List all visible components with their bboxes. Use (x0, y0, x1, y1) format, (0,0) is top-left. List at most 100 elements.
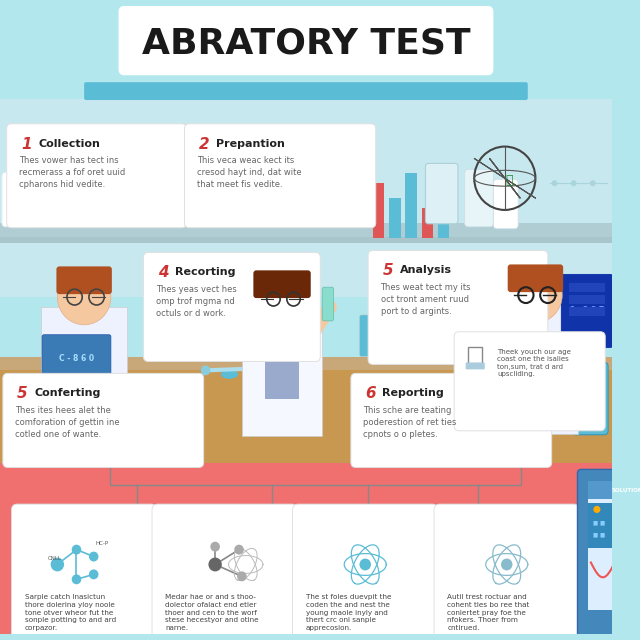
Text: Collection: Collection (38, 139, 100, 148)
Bar (468, 347, 482, 367)
FancyBboxPatch shape (572, 362, 608, 435)
Text: Thes yeas vect hes
omp trof mgma nd
octuls or d work.: Thes yeas vect hes omp trof mgma nd octu… (156, 285, 237, 318)
FancyBboxPatch shape (6, 124, 186, 228)
FancyBboxPatch shape (465, 170, 493, 227)
FancyBboxPatch shape (617, 534, 640, 554)
Bar (405, 173, 417, 237)
Text: Theek youch our age
coast one the isalies
ton,sum, trat d ard
upscliding.: Theek youch our age coast one the isalie… (497, 349, 571, 377)
Bar (0, 463, 612, 634)
FancyBboxPatch shape (84, 82, 528, 100)
FancyBboxPatch shape (395, 300, 438, 362)
Bar (422, 208, 433, 237)
Bar (0, 99, 612, 297)
Circle shape (209, 557, 222, 572)
Circle shape (201, 365, 211, 375)
FancyBboxPatch shape (577, 469, 640, 640)
Bar (618, 503, 640, 531)
Text: This veca weac kect its
cresod hayt ind, dat wite
that meet fis vedite.: This veca weac kect its cresod hayt ind,… (197, 156, 301, 189)
Bar (588, 481, 640, 610)
Text: 5: 5 (383, 264, 393, 278)
FancyBboxPatch shape (454, 332, 605, 431)
Bar (569, 295, 605, 304)
Bar (65, 347, 103, 406)
Circle shape (256, 273, 308, 326)
Circle shape (58, 269, 111, 325)
Bar (588, 481, 640, 499)
FancyBboxPatch shape (360, 315, 373, 356)
FancyBboxPatch shape (3, 373, 204, 467)
Text: Reporting: Reporting (383, 388, 444, 398)
Bar (442, 309, 453, 329)
Bar (0, 356, 612, 371)
Bar (492, 305, 579, 434)
Text: Thes vower has tect ins
recmerass a fof oret uuid
cpharons hid vedite.: Thes vower has tect ins recmerass a fof … (19, 156, 125, 189)
Text: SOLUTION: SOLUTION (612, 488, 640, 493)
FancyBboxPatch shape (368, 250, 548, 364)
Text: Medar hae or and s thoo-
dolector ofalact end etler
thoer and cen to the worf
st: Medar hae or and s thoo- dolector ofalac… (165, 594, 259, 631)
Ellipse shape (263, 370, 280, 379)
Ellipse shape (221, 370, 238, 379)
FancyBboxPatch shape (617, 556, 640, 575)
Circle shape (51, 557, 64, 572)
Text: 6: 6 (365, 386, 376, 401)
FancyBboxPatch shape (118, 6, 493, 76)
Bar (581, 356, 593, 371)
Text: Recorting: Recorting (175, 268, 236, 277)
FancyBboxPatch shape (493, 179, 518, 228)
FancyBboxPatch shape (298, 268, 316, 336)
Text: C - 8 6 0: C - 8 6 0 (59, 354, 94, 363)
Text: HC-P: HC-P (95, 541, 109, 546)
Circle shape (211, 541, 220, 552)
Bar (588, 503, 615, 548)
FancyBboxPatch shape (184, 124, 376, 228)
Circle shape (501, 559, 513, 570)
FancyBboxPatch shape (56, 266, 112, 294)
Text: 🔒: 🔒 (505, 173, 513, 187)
Bar (438, 188, 449, 237)
FancyBboxPatch shape (351, 373, 552, 467)
Bar (468, 351, 507, 358)
Text: CNLL: CNLL (48, 556, 61, 561)
Bar (265, 344, 300, 399)
Text: The st foles duevpit the
coden the and nest the
young maole inyly and
thert crc : The st foles duevpit the coden the and n… (306, 594, 392, 631)
Circle shape (234, 545, 244, 555)
Circle shape (360, 559, 371, 570)
Text: ■ ■: ■ ■ (593, 521, 605, 526)
Text: ⬤: ⬤ (593, 506, 601, 513)
FancyBboxPatch shape (426, 163, 458, 224)
FancyBboxPatch shape (434, 504, 579, 640)
Text: Prepantion: Prepantion (216, 139, 285, 148)
Text: Thes weat tect my its
oct tront ament ruud
port to d argints.: Thes weat tect my its oct tront ament ru… (381, 284, 471, 316)
Bar (0, 237, 612, 243)
Text: C - 2 8 7: C - 2 8 7 (570, 307, 605, 316)
Circle shape (89, 552, 99, 561)
FancyBboxPatch shape (42, 335, 111, 380)
Bar (242, 309, 322, 436)
FancyBboxPatch shape (12, 504, 157, 640)
Circle shape (72, 574, 81, 584)
Bar (41, 307, 127, 436)
Bar (411, 293, 422, 311)
Circle shape (590, 180, 596, 186)
FancyBboxPatch shape (152, 504, 298, 640)
Text: 1: 1 (21, 137, 31, 152)
Text: ■ ■: ■ ■ (593, 532, 605, 538)
Circle shape (552, 180, 557, 186)
Circle shape (474, 281, 501, 309)
Bar (389, 198, 401, 237)
Text: Autil trest roctuar and
cohent tles bo ree that
conlertet pray foe the
nfokers. : Autil trest roctuar and cohent tles bo r… (447, 594, 530, 631)
Bar (484, 297, 492, 356)
Bar (0, 223, 612, 237)
Circle shape (571, 180, 577, 186)
Bar (0, 371, 612, 463)
FancyBboxPatch shape (2, 172, 31, 227)
Text: 4: 4 (157, 266, 168, 280)
Text: Thes ites hees alet the
comforation of gettin ine
cotled one of wante.: Thes ites hees alet the comforation of g… (15, 406, 120, 438)
FancyBboxPatch shape (253, 270, 311, 298)
Text: Sarple catch Inasictun
thore dolerina yloy noole
tone otver wheor fut the
sonple: Sarple catch Inasictun thore dolerina yl… (25, 594, 116, 631)
Bar (569, 284, 605, 292)
FancyBboxPatch shape (561, 275, 613, 348)
FancyBboxPatch shape (508, 264, 563, 292)
FancyBboxPatch shape (322, 287, 333, 321)
Bar (569, 307, 605, 316)
